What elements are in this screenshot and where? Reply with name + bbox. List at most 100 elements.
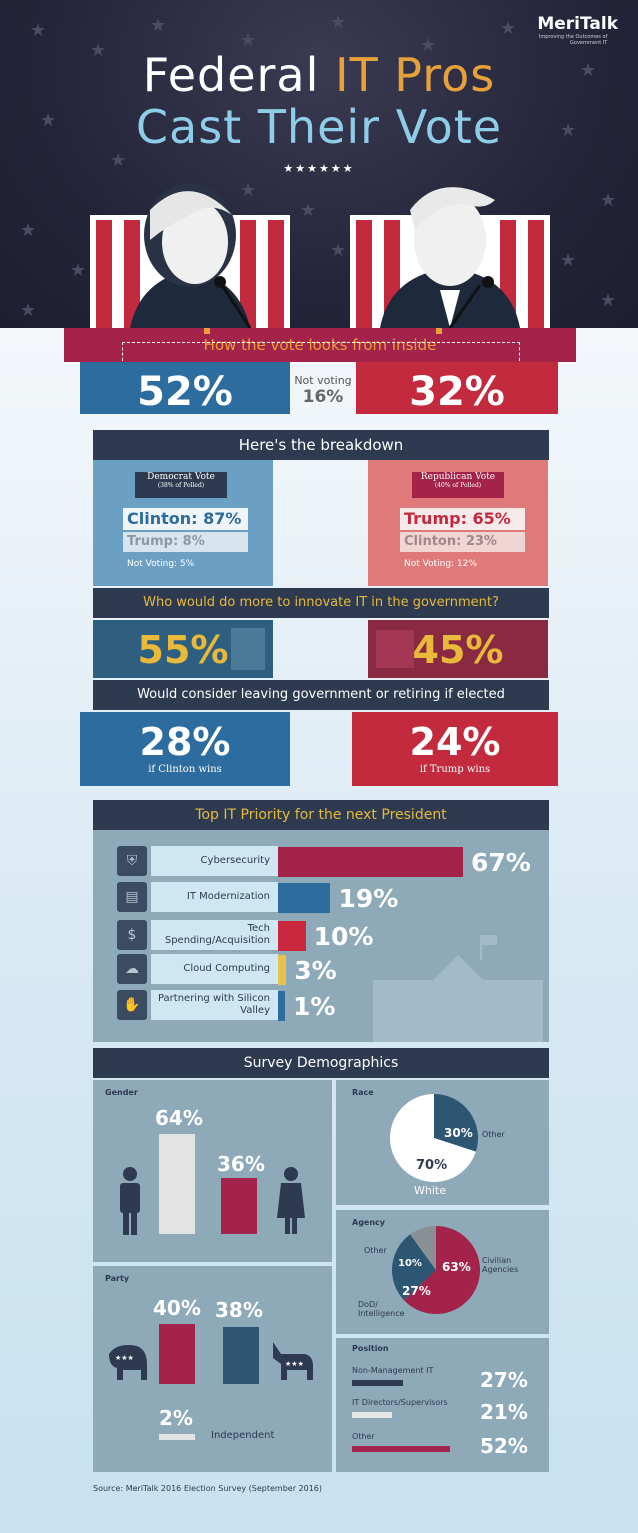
race-white-pct: 70% [416,1158,448,1173]
agency-pie [392,1226,480,1314]
white-house-icon [373,935,543,1042]
democrat-line3: Not Voting: 5% [127,559,195,569]
position-label: Non-Management IT [352,1366,434,1375]
priority-bar [278,921,306,951]
background-star-icon: ★ [90,40,107,61]
svg-text:★★★: ★★★ [285,1360,304,1368]
stars-divider: ★★★★★★ [283,162,355,175]
male-pct: 64% [155,1106,203,1130]
background-star-icon: ★ [580,60,597,81]
race-white-label: White [414,1184,446,1197]
priority-label: IT Modernization [151,882,278,912]
leaving-title: Would consider leaving government or ret… [137,687,505,702]
republican-tag: Republican Vote (40% of Polled) [412,472,504,498]
donkey-icon: ★★★ [273,1342,313,1380]
position-bar [352,1412,392,1418]
race-pie [390,1094,478,1182]
breakdown-banner: Here's the breakdown [93,430,549,460]
background-star-icon: ★ [420,35,437,56]
priority-pct: 19% [338,884,399,913]
trump-inside-pct: 32% [409,369,505,415]
position-bar [352,1446,450,1452]
priority-label: Tech Spending/Acquisition [151,920,278,950]
title-part-b: IT Pros [335,48,496,102]
position-pct: 52% [480,1434,528,1458]
page-title-line2: Cast Their Vote [135,100,503,154]
race-white-slice [390,1094,476,1182]
inside-banner: How the vote looks from inside [64,328,576,362]
logo-tagline: Improving the Outcomes of Government IT [538,34,608,46]
leaving-trump-box: 24% if Trump wins [352,712,558,786]
background-star-icon: ★ [600,190,617,211]
leaving-clinton-sub: if Clinton wins [148,764,222,775]
background-star-icon: ★ [20,220,37,241]
clinton-inside-box: 52% [80,362,290,415]
inside-title: How the vote looks from inside [203,336,437,354]
party-dem-pct: 38% [215,1298,263,1322]
background-star-icon: ★ [40,110,57,131]
agency-other-label: Other [364,1246,387,1255]
position-bar [352,1380,403,1386]
position-pct: 21% [480,1400,528,1424]
position-label: IT Directors/Supervisors [352,1398,448,1407]
race-other-label: Other [482,1130,505,1139]
race-label: Race [352,1088,374,1097]
party-panel: Party 40% 38% ★★★ ★★★ 2% Independent [93,1266,332,1472]
priority-label: Cybersecurity [151,846,278,876]
elephant-icon: ★★★ [109,1345,147,1380]
dollar-icon: $ [117,920,147,950]
priority-label: Cloud Computing [151,954,278,984]
agency-panel: Agency 63% Civilian Agencies 27% DoD/ In… [336,1210,549,1334]
title-part-a: Federal [142,48,335,102]
race-other-slice [434,1094,478,1152]
party-dem-bar [223,1327,259,1384]
background-star-icon: ★ [70,260,87,281]
cloud-icon: ☁ [117,954,147,984]
background-star-icon: ★ [30,20,47,41]
trump-inside-box: 32% [356,362,558,415]
republican-line1: Trump: 65% [400,508,525,530]
gender-panel: Gender 64% 36% [93,1080,332,1262]
background-star-icon: ★ [110,150,127,171]
position-label: Position [352,1344,389,1353]
background-star-icon: ★ [330,12,347,33]
democrat-line2: Trump: 8% [123,532,248,552]
source-note: Source: MeriTalk 2016 Election Survey (S… [93,1484,323,1493]
priority-pct: 67% [471,848,531,877]
agency-dod-pct: 27% [402,1284,431,1298]
party-ind-bar [159,1434,195,1440]
document-icon: ▤ [117,882,147,912]
background-star-icon: ★ [560,120,577,141]
innovate-clinton-box: 55% [93,620,273,678]
democrat-line1: Clinton: 87% [123,508,248,530]
innovate-clinton-pct: 55% [137,628,229,672]
background-star-icon: ★ [240,180,257,201]
breakdown-title: Here's the breakdown [238,436,404,454]
race-other-pct: 30% [444,1126,473,1140]
democrat-card: Democrat Vote (38% of Polled) Clinton: 8… [93,460,273,586]
party-rep-pct: 40% [153,1296,201,1320]
position-label: Other [352,1432,375,1441]
male-bar [159,1134,195,1234]
leaving-trump-pct: 24% [409,720,501,764]
democrat-tag: Democrat Vote (38% of Polled) [135,472,227,498]
priority-label: Partnering with Silicon Valley [151,990,278,1020]
background-star-icon: ★ [560,250,577,271]
background-star-icon: ★ [300,200,317,221]
female-pct: 36% [217,1152,265,1176]
female-bar [221,1177,257,1234]
hero-header: ★ ★ ★ ★ ★ ★ ★ ★ ★ ★ ★ ★ ★ ★ ★ ★ ★ ★ ★ ★ MeriTalk Improving … [0,0,638,328]
agency-civilian-label: Civilian Agencies [482,1256,519,1274]
background-star-icon: ★ [150,15,167,36]
female-icon [277,1167,305,1234]
demographics-banner: Survey Demographics [93,1048,549,1078]
position-pct: 27% [480,1368,528,1392]
demographics-title: Survey Demographics [243,1055,399,1071]
meritalk-logo: MeriTalk Improving the Outcomes of Gover… [537,14,618,46]
not-voting-label: Not voting [294,374,352,387]
party-ind-label: Independent [211,1430,275,1441]
republican-line3: Not Voting: 12% [404,559,477,569]
agency-dod-label: DoD/ Intelligence [358,1300,405,1318]
candidate-illustration [90,183,550,328]
svg-text:★★★: ★★★ [115,1354,134,1362]
